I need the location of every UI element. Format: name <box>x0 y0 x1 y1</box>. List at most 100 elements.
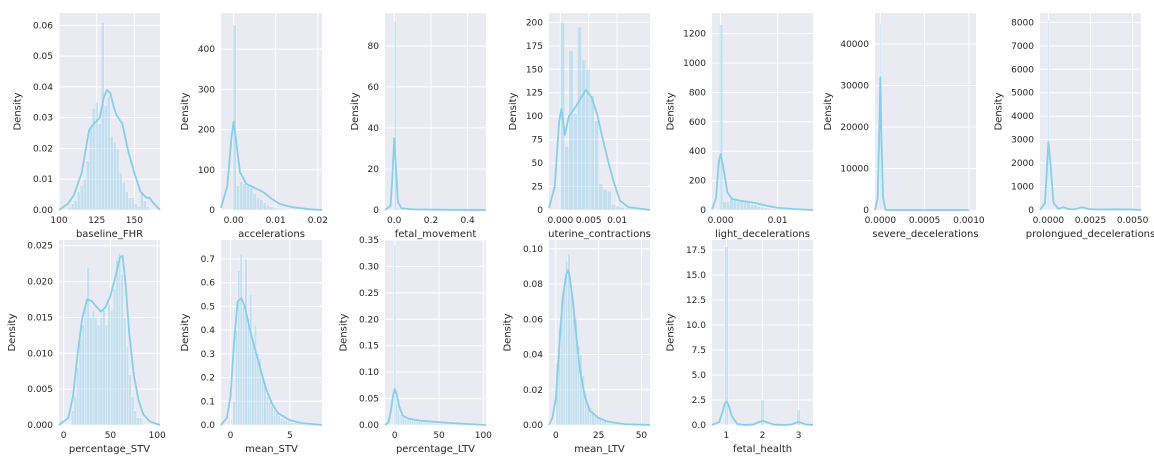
histogram-bar <box>266 396 269 426</box>
histogram-bar <box>285 420 288 426</box>
histogram-bar <box>116 148 120 211</box>
y-axis-label: Density <box>994 92 1005 130</box>
histogram-bar <box>139 417 143 426</box>
x-tick-label: 2 <box>760 431 766 441</box>
histogram-bar <box>107 302 111 426</box>
histogram-bar <box>99 317 103 426</box>
histogram-bar <box>292 422 295 426</box>
x-tick-label: 125 <box>88 216 105 226</box>
histogram-bar <box>598 419 602 426</box>
histogram-bar <box>133 410 137 426</box>
histogram-bar <box>565 260 568 426</box>
histogram-bar <box>581 59 587 211</box>
histogram-bar <box>746 202 751 211</box>
plot-background <box>385 13 486 210</box>
y-tick-label: 0.3 <box>201 350 215 360</box>
x-axis-label: percentage_STV <box>69 444 150 455</box>
histogram-bar <box>84 302 88 426</box>
histogram-bar <box>719 24 723 211</box>
histogram-bar <box>420 421 423 426</box>
y-axis-label: Density <box>823 92 834 130</box>
histogram-bar <box>601 421 604 426</box>
histogram-bar <box>115 259 119 426</box>
x-tick-label: 0.000 <box>547 216 573 226</box>
histogram-bar <box>603 421 607 426</box>
y-tick-label: 0.06 <box>33 21 53 31</box>
y-tick-label: 0.01 <box>33 175 53 185</box>
histogram-bar <box>280 417 283 426</box>
y-tick-label: 200 <box>689 177 706 187</box>
y-tick-label: 0.25 <box>359 289 379 299</box>
histogram-bar <box>432 423 435 426</box>
histogram-bar <box>76 191 81 211</box>
y-axis-label: Density <box>666 92 677 130</box>
y-tick-label: 400 <box>198 45 215 55</box>
y-tick-label: 0 <box>1028 206 1034 216</box>
histogram-bar <box>760 206 765 211</box>
histogram-bar <box>76 367 80 426</box>
y-tick-label: 0.2 <box>201 374 215 384</box>
histogram-bar <box>237 270 241 426</box>
histogram-bar <box>244 258 248 426</box>
histogram-bar <box>125 191 129 211</box>
y-tick-label: 60 <box>368 83 380 93</box>
x-tick-label: 0 <box>392 431 398 441</box>
subplot-mean_LTV: 0 25 50 0.00 0.02 0.04 0.06 0.08 0.10 mean_LTV Den… <box>503 240 651 455</box>
y-tick-label: 125 <box>526 89 543 99</box>
histogram-bar <box>624 207 629 211</box>
y-tick-label: 0.02 <box>523 386 543 396</box>
x-axis-label: baseline_FHR <box>76 229 143 240</box>
x-tick-label: 100 <box>149 431 166 441</box>
histogram-bar <box>577 26 582 211</box>
histogram-bar <box>564 146 570 211</box>
histogram-bar <box>143 200 147 211</box>
histogram-bar <box>259 199 264 211</box>
x-tick-label: 0.0000 <box>1033 216 1065 226</box>
y-tick-label: 0 <box>863 206 869 216</box>
y-tick-label: 0.35 <box>359 236 379 246</box>
histogram-bar <box>118 252 122 426</box>
y-tick-label: 20 <box>368 165 380 175</box>
histogram-bar <box>70 203 75 211</box>
histogram-bar <box>414 421 418 426</box>
kde-line <box>548 269 651 426</box>
histogram-bar <box>299 423 302 426</box>
histogram-bar <box>753 204 758 211</box>
histogram-bar <box>722 201 727 211</box>
histogram-bar <box>101 22 105 211</box>
histogram-bar <box>73 200 78 211</box>
histogram-bar <box>79 185 84 211</box>
y-tick-label: 5.0 <box>692 371 707 381</box>
histogram-bar <box>102 310 106 426</box>
x-tick-label: 50 <box>433 431 445 441</box>
y-tick-label: 0.00 <box>33 206 53 216</box>
histogram-bar <box>594 120 599 211</box>
y-tick-label: 0.02 <box>33 144 53 154</box>
y-tick-label: 80 <box>368 42 380 52</box>
x-tick-label: 5 <box>287 431 293 441</box>
histogram-bar <box>289 422 293 426</box>
x-axis-label: fetal_health <box>733 444 792 455</box>
kde-line <box>384 388 487 426</box>
x-axis-label: accelerations <box>238 229 305 240</box>
y-tick-label: 0 <box>700 206 706 216</box>
y-tick-label: 0.20 <box>359 315 379 325</box>
histogram-bar <box>1084 209 1087 211</box>
histogram-bar <box>726 201 730 211</box>
y-tick-label: 5000 <box>1011 89 1034 99</box>
histogram-bar <box>632 208 638 211</box>
subplot-baseline_FHR: 100 125 150 0.00 0.01 0.02 0.03 0.04 0.05 0.06 bas… <box>13 13 161 240</box>
histogram-bar <box>450 423 453 426</box>
histogram-bar <box>110 135 114 211</box>
y-tick-label: 7.5 <box>692 346 706 356</box>
histogram-bar <box>73 396 77 426</box>
x-tick-label: 1 <box>724 431 730 441</box>
x-tick-label: 150 <box>126 216 143 226</box>
histogram-bar <box>443 423 446 426</box>
y-tick-label: 0.0 <box>692 421 707 431</box>
subplot-fetal_health: 1 2 3 0.0 2.5 5.0 7.5 10.0 12.5 15.0 17.5 fetal_hea… <box>666 240 814 455</box>
x-tick-label: 0.4 <box>460 216 475 226</box>
histogram-bar <box>91 310 95 426</box>
histogram-bar <box>232 24 237 211</box>
histogram-bar <box>570 289 573 426</box>
